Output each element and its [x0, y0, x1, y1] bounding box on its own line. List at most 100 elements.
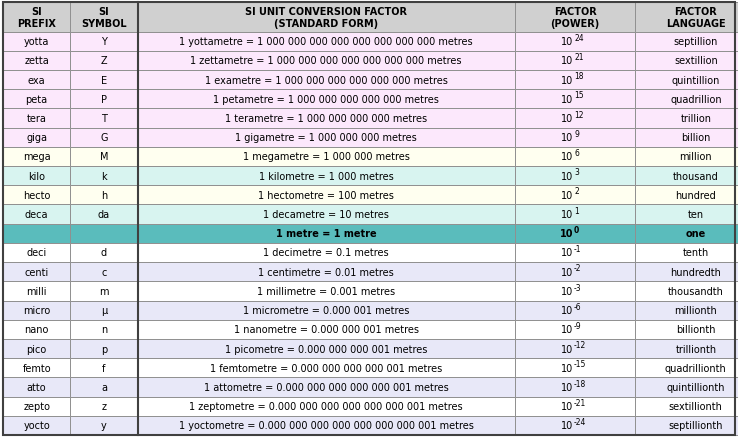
Text: z: z: [102, 401, 106, 411]
Text: 1 micrometre = 0.000 001 metres: 1 micrometre = 0.000 001 metres: [243, 305, 410, 315]
Text: 10: 10: [561, 114, 573, 124]
Bar: [635, 71, 738, 90]
Bar: [138, 148, 514, 166]
Bar: [635, 3, 738, 32]
Bar: [635, 339, 738, 358]
Text: 10: 10: [561, 325, 573, 335]
Text: 1: 1: [574, 206, 579, 215]
Bar: [70, 224, 138, 244]
Bar: [70, 244, 138, 262]
Text: 15: 15: [574, 91, 584, 100]
Text: sextillionth: sextillionth: [669, 401, 723, 411]
Text: 1 decimetre = 0.1 metres: 1 decimetre = 0.1 metres: [263, 248, 389, 258]
Bar: [138, 52, 514, 71]
Text: femto: femto: [22, 363, 51, 373]
Text: 1 centimetre = 0.01 metres: 1 centimetre = 0.01 metres: [258, 267, 394, 277]
Text: -12: -12: [574, 340, 586, 350]
Bar: [635, 282, 738, 301]
Bar: [138, 3, 514, 32]
Bar: [138, 378, 514, 397]
Text: 21: 21: [574, 53, 584, 62]
Text: sextillion: sextillion: [674, 56, 718, 66]
Text: exa: exa: [28, 75, 46, 85]
Text: -24: -24: [574, 417, 587, 426]
Bar: [138, 262, 514, 282]
Bar: [635, 109, 738, 128]
Bar: [3, 186, 70, 205]
Bar: [635, 148, 738, 166]
Text: 0: 0: [574, 226, 579, 234]
Text: 1 attometre = 0.000 000 000 000 000 001 metres: 1 attometre = 0.000 000 000 000 000 001 …: [204, 382, 449, 392]
Bar: [70, 339, 138, 358]
Text: micro: micro: [23, 305, 50, 315]
Text: p: p: [101, 344, 107, 354]
Bar: [70, 52, 138, 71]
Bar: [635, 416, 738, 435]
Bar: [635, 244, 738, 262]
Bar: [138, 339, 514, 358]
Text: n: n: [101, 325, 107, 335]
Bar: [70, 32, 138, 52]
Bar: [3, 32, 70, 52]
Bar: [635, 224, 738, 244]
Text: mega: mega: [23, 152, 50, 162]
Text: h: h: [101, 191, 107, 200]
Text: hundred: hundred: [675, 191, 716, 200]
Bar: [138, 71, 514, 90]
Bar: [514, 339, 635, 358]
Text: y: y: [101, 420, 107, 431]
Text: a: a: [101, 382, 107, 392]
Text: 12: 12: [574, 110, 584, 120]
Bar: [70, 416, 138, 435]
Bar: [138, 128, 514, 148]
Bar: [138, 32, 514, 52]
Text: 10: 10: [561, 133, 573, 143]
Text: m: m: [100, 286, 108, 296]
Bar: [3, 301, 70, 320]
Text: 1 millimetre = 0.001 metres: 1 millimetre = 0.001 metres: [257, 286, 396, 296]
Bar: [138, 166, 514, 186]
Text: 10: 10: [561, 248, 573, 258]
Bar: [3, 128, 70, 148]
Text: -6: -6: [574, 302, 582, 311]
Bar: [70, 301, 138, 320]
Text: -2: -2: [574, 264, 582, 273]
Text: c: c: [101, 267, 107, 277]
Bar: [635, 397, 738, 416]
Text: E: E: [101, 75, 107, 85]
Text: 1 metre = 1 metre: 1 metre = 1 metre: [276, 229, 376, 239]
Bar: [70, 358, 138, 378]
Bar: [514, 262, 635, 282]
Text: 1 decametre = 10 metres: 1 decametre = 10 metres: [263, 209, 389, 219]
Bar: [3, 166, 70, 186]
Text: μ: μ: [101, 305, 107, 315]
Text: septillionth: septillionth: [669, 420, 723, 431]
Text: zetta: zetta: [24, 56, 49, 66]
Text: 1 yottametre = 1 000 000 000 000 000 000 000 000 metres: 1 yottametre = 1 000 000 000 000 000 000…: [179, 37, 473, 47]
Bar: [514, 301, 635, 320]
Bar: [3, 397, 70, 416]
Text: Y: Y: [101, 37, 107, 47]
Text: deci: deci: [27, 248, 46, 258]
Text: million: million: [680, 152, 712, 162]
Text: 10: 10: [561, 152, 573, 162]
Bar: [70, 71, 138, 90]
Text: G: G: [100, 133, 108, 143]
Bar: [3, 262, 70, 282]
Text: -15: -15: [574, 360, 587, 368]
Bar: [514, 148, 635, 166]
Bar: [3, 224, 70, 244]
Text: 1 terametre = 1 000 000 000 000 metres: 1 terametre = 1 000 000 000 000 metres: [225, 114, 427, 124]
Text: 10: 10: [561, 363, 573, 373]
Text: FACTOR
LANGUAGE: FACTOR LANGUAGE: [666, 7, 725, 28]
Bar: [514, 3, 635, 32]
Text: SI UNIT CONVERSION FACTOR
(STANDARD FORM): SI UNIT CONVERSION FACTOR (STANDARD FORM…: [245, 7, 407, 28]
Bar: [635, 320, 738, 339]
Text: septillion: septillion: [674, 37, 718, 47]
Text: 2: 2: [574, 187, 579, 196]
Bar: [514, 416, 635, 435]
Bar: [70, 166, 138, 186]
Text: centi: centi: [24, 267, 49, 277]
Bar: [514, 52, 635, 71]
Text: 1 zettametre = 1 000 000 000 000 000 000 000 metres: 1 zettametre = 1 000 000 000 000 000 000…: [190, 56, 462, 66]
